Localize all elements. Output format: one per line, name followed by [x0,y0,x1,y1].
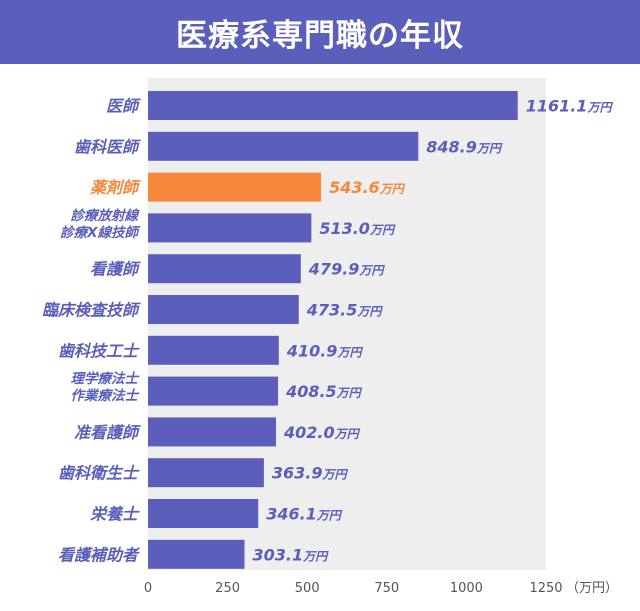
bar-8 [148,417,276,447]
category-label-7: 理学療法士作業療法士 [71,371,140,404]
value-label-7: 408.5万円 [285,382,363,401]
chart-title: 医療系専門職の年収 [176,17,464,54]
value-labels-group: 1161.1万円 848.9万円 543.6万円 513.0万円 479.9万円 473.… [253,97,614,565]
category-label-11: 看護補助者 [58,545,141,564]
value-label-1: 848.9万円 [426,137,503,156]
value-label-11: 303.1万円 [253,545,330,564]
bar-11 [148,539,245,569]
value-label-6: 410.9万円 [286,341,364,360]
bar-9 [148,458,264,488]
category-label-2: 薬剤師 [90,178,141,197]
bar-7 [148,376,279,406]
value-label-3: 513.0万円 [319,219,396,238]
category-label-10: 栄養士 [90,505,140,524]
x-tick-label-3: 750 [374,581,399,596]
value-label-5: 473.5万円 [306,301,384,320]
category-label-6: 歯科技工士 [58,341,140,360]
bar-1 [148,131,419,161]
category-label-3: 診療放射線診療X線技師 [60,208,140,241]
value-label-9: 363.9万円 [272,464,349,483]
x-tick-label-5: 1250 [529,581,562,596]
value-label-2: 543.6万円 [329,178,406,197]
category-label-5: 臨床検査技師 [42,301,141,320]
value-label-4: 479.9万円 [308,260,386,279]
x-tick-label-0: 0 [144,581,152,596]
category-label-0: 医師 [106,97,141,116]
x-tick-label-2: 500 [295,581,320,596]
bars-group [148,91,518,569]
value-label-10: 346.1万円 [266,505,343,524]
category-label-1: 歯科医師 [74,137,141,156]
category-labels-group: 医師歯科医師薬剤師診療放射線診療X線技師看護師臨床検査技師歯科技工士理学療法士作… [42,97,141,565]
x-tick-label-4: 1000 [450,581,483,596]
title-bar: 医療系専門職の年収 [0,0,640,64]
bar-3 [148,213,312,243]
category-label-4: 看護師 [90,260,141,279]
value-label-0: 1161.1万円 [526,97,614,116]
category-label-9: 歯科衛生士 [58,464,140,483]
category-label-8: 准看護師 [74,423,141,442]
bar-0 [148,91,518,120]
bar-10 [148,499,259,528]
x-axis-unit-label: （万円） [566,581,618,596]
x-tick-label-1: 250 [215,581,240,596]
value-label-8: 402.0万円 [283,423,361,442]
bar-4 [148,254,301,284]
bar-6 [148,335,279,365]
bar-5 [148,295,299,324]
bar-2 [148,172,322,202]
x-ticks-group: 0 250 500 750 1000 1250 （万円） [144,581,618,596]
